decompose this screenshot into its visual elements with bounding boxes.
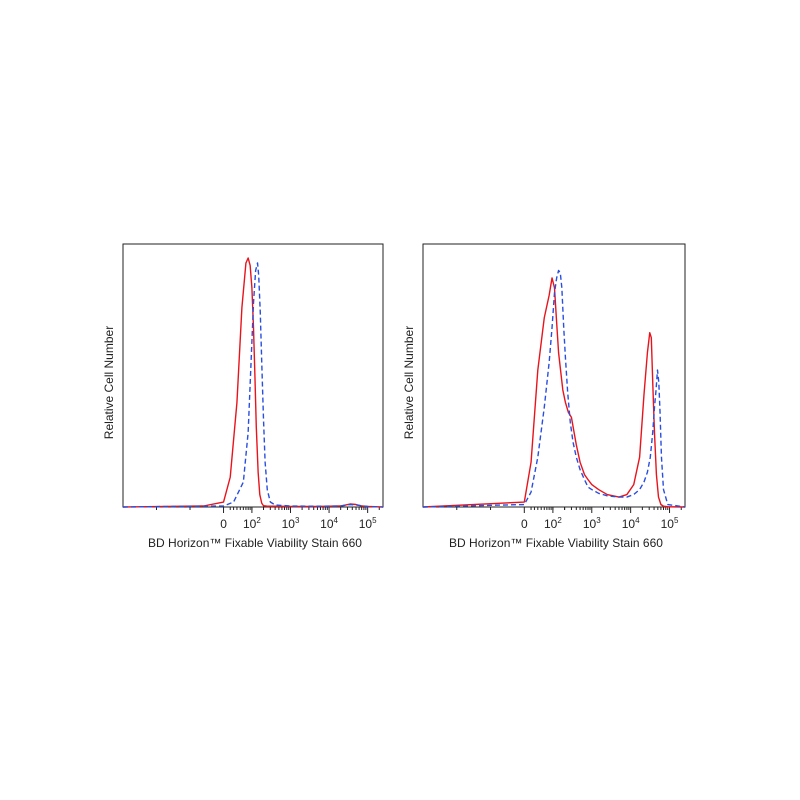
- plot-frame: [122, 243, 384, 508]
- plot-frame: [422, 243, 686, 508]
- x-tick-label: 102: [544, 516, 562, 531]
- series-dashed-line: [122, 262, 384, 508]
- x-tick-label: 102: [243, 516, 261, 531]
- x-tick-label: 103: [282, 516, 300, 531]
- y-axis-label: Relative Cell Number: [102, 326, 116, 439]
- x-tick-label: 0: [220, 517, 227, 531]
- x-tick-label: 104: [622, 516, 640, 531]
- series-solid-line: [422, 277, 686, 508]
- histogram-left: 0 102 103 104 105 BD Horizon™ Fixable Viabili…: [102, 243, 384, 550]
- y-axis-label: Relative Cell Number: [402, 326, 416, 439]
- x-tick-label: 103: [583, 516, 601, 531]
- x-tick-label: 0: [521, 517, 528, 531]
- x-axis-label: BD Horizon™ Fixable Viability Stain 660: [148, 536, 362, 550]
- x-tick-label: 104: [320, 516, 338, 531]
- histogram-right: 0 102 103 104 105 BD Horizon™ Fixable Viabili…: [402, 243, 686, 550]
- series-solid-line: [122, 257, 384, 508]
- x-tick-label: 105: [661, 516, 679, 531]
- x-tick-label: 105: [359, 516, 377, 531]
- x-axis-label: BD Horizon™ Fixable Viability Stain 660: [449, 536, 663, 550]
- series-dashed-line: [422, 269, 686, 508]
